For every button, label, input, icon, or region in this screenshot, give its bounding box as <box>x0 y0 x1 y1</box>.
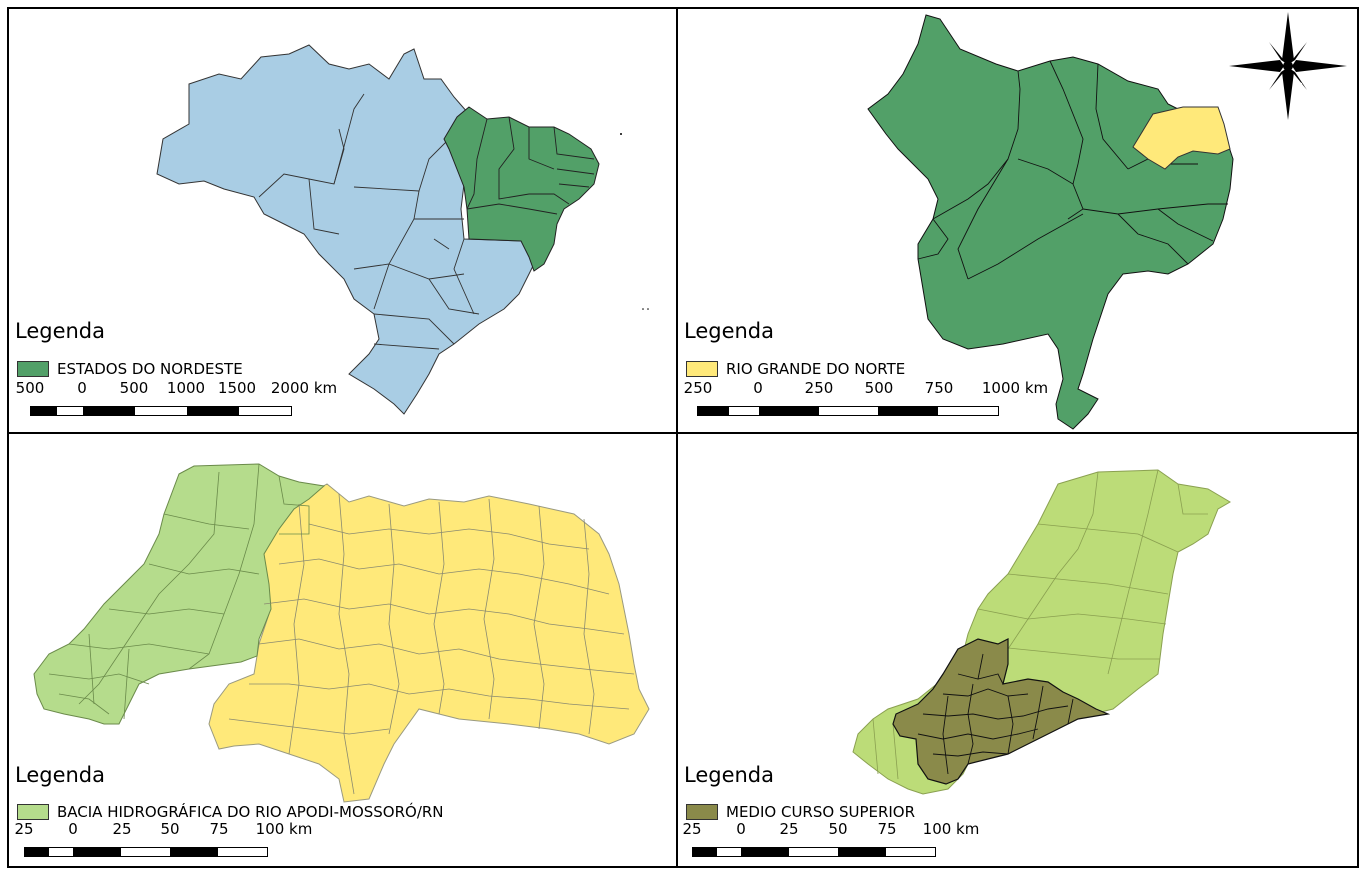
panel-divider-vertical <box>676 7 678 868</box>
medio-curso-superior-shape <box>892 638 1111 785</box>
scale-labels: 25 0 25 50 75 100 km <box>9 820 409 840</box>
legend-swatch-bacia <box>17 804 49 820</box>
scale-tick-label: 500 <box>119 379 149 397</box>
scale-tick-label: 25 <box>14 820 34 838</box>
scale-tick-label: 1000 <box>166 379 206 397</box>
bacia-municipalities-shape <box>852 469 1231 795</box>
scale-tick-label: 50 <box>828 820 848 838</box>
scale-tick-label: 75 <box>209 820 229 838</box>
scale-tick-label: 25 <box>112 820 132 838</box>
legend-label: ESTADOS DO NORDESTE <box>57 360 243 378</box>
rn-municipality-borders <box>228 493 635 795</box>
bacia-hidrografica-shape <box>33 463 326 725</box>
scale-tick-label: 750 <box>924 379 954 397</box>
north-arrow-icon <box>1229 12 1347 120</box>
scale-tick-label: 500 <box>864 379 894 397</box>
medio-curso-map <box>852 469 1231 795</box>
rn-municipalities-shape <box>208 483 650 803</box>
legend-label: BACIA HIDROGRÁFICA DO RIO APODI-MOSSORÓ/… <box>57 803 444 821</box>
scale-labels: 25 0 25 50 75 100 km <box>678 820 1078 840</box>
scale-tick-label: 100 km <box>255 820 313 838</box>
nordeste-state-borders <box>466 116 595 215</box>
brazil-state-borders <box>258 93 480 350</box>
legend-title: Legenda <box>684 763 775 787</box>
legend-item: RIO GRANDE DO NORTE <box>686 360 905 378</box>
medio-curso-municipality-borders <box>917 653 1074 775</box>
scale-tick-label: 1500 <box>217 379 257 397</box>
scale-tick-label: 100 km <box>922 820 980 838</box>
scale-bar <box>692 847 936 857</box>
nordeste-states-shape <box>867 14 1234 430</box>
legend-label: RIO GRANDE DO NORTE <box>726 360 906 378</box>
legend-title: Legenda <box>684 319 775 343</box>
scale-tick-label: 50 <box>160 820 180 838</box>
panel-brazil: Legenda ESTADOS DO NORDESTE 500 0 500 10… <box>9 9 676 432</box>
legend-item: MEDIO CURSO SUPERIOR <box>686 803 915 821</box>
rio-grande-do-norte-shape <box>1132 106 1231 170</box>
scale-tick-label: 500 <box>15 379 45 397</box>
legend-item: BACIA HIDROGRÁFICA DO RIO APODI-MOSSORÓ/… <box>17 803 444 821</box>
scale-tick-label: 25 <box>779 820 799 838</box>
scale-tick-label: 0 <box>753 379 763 397</box>
scale-bar <box>697 406 999 416</box>
panel-divider-horizontal <box>7 432 1359 434</box>
scale-labels: 500 0 500 1000 1500 2000 km <box>9 379 409 399</box>
scale-bar <box>30 406 292 416</box>
scale-tick-label: 1000 km <box>981 379 1049 397</box>
nordeste-state-borders <box>917 60 1228 280</box>
scale-tick-label: 250 <box>804 379 834 397</box>
nordeste-region-shape <box>443 106 600 272</box>
brazil-states-shape <box>156 44 535 415</box>
nordeste-map <box>867 14 1234 430</box>
scale-tick-label: 0 <box>68 820 78 838</box>
scale-labels: 250 0 250 500 750 1000 km <box>678 379 1078 399</box>
legend-label: MEDIO CURSO SUPERIOR <box>726 803 916 821</box>
map-layout-frame <box>7 7 1359 868</box>
legend-swatch-medio-curso <box>686 804 718 820</box>
legend-item: ESTADOS DO NORDESTE <box>17 360 243 378</box>
scale-bar <box>24 847 268 857</box>
scale-tick-label: 75 <box>877 820 897 838</box>
panel-nordeste: Legenda RIO GRANDE DO NORTE 250 0 250 50… <box>678 9 1359 432</box>
panel-medio-curso: Legenda MEDIO CURSO SUPERIOR 25 0 25 50 … <box>678 434 1359 867</box>
bacia-municipality-borders <box>48 463 310 720</box>
bacia-map <box>33 463 650 803</box>
legend-title: Legenda <box>15 763 106 787</box>
scale-tick-label: 2000 km <box>270 379 338 397</box>
scale-tick-label: 0 <box>736 820 746 838</box>
panel-bacia: Legenda BACIA HIDROGRÁFICA DO RIO APODI-… <box>9 434 676 867</box>
scale-tick-label: 250 <box>683 379 713 397</box>
brazil-map <box>156 44 649 415</box>
scale-tick-label: 0 <box>77 379 87 397</box>
legend-swatch-nordeste <box>17 361 49 377</box>
scale-tick-label: 25 <box>682 820 702 838</box>
legend-swatch-rn <box>686 361 718 377</box>
legend-title: Legenda <box>15 319 106 343</box>
